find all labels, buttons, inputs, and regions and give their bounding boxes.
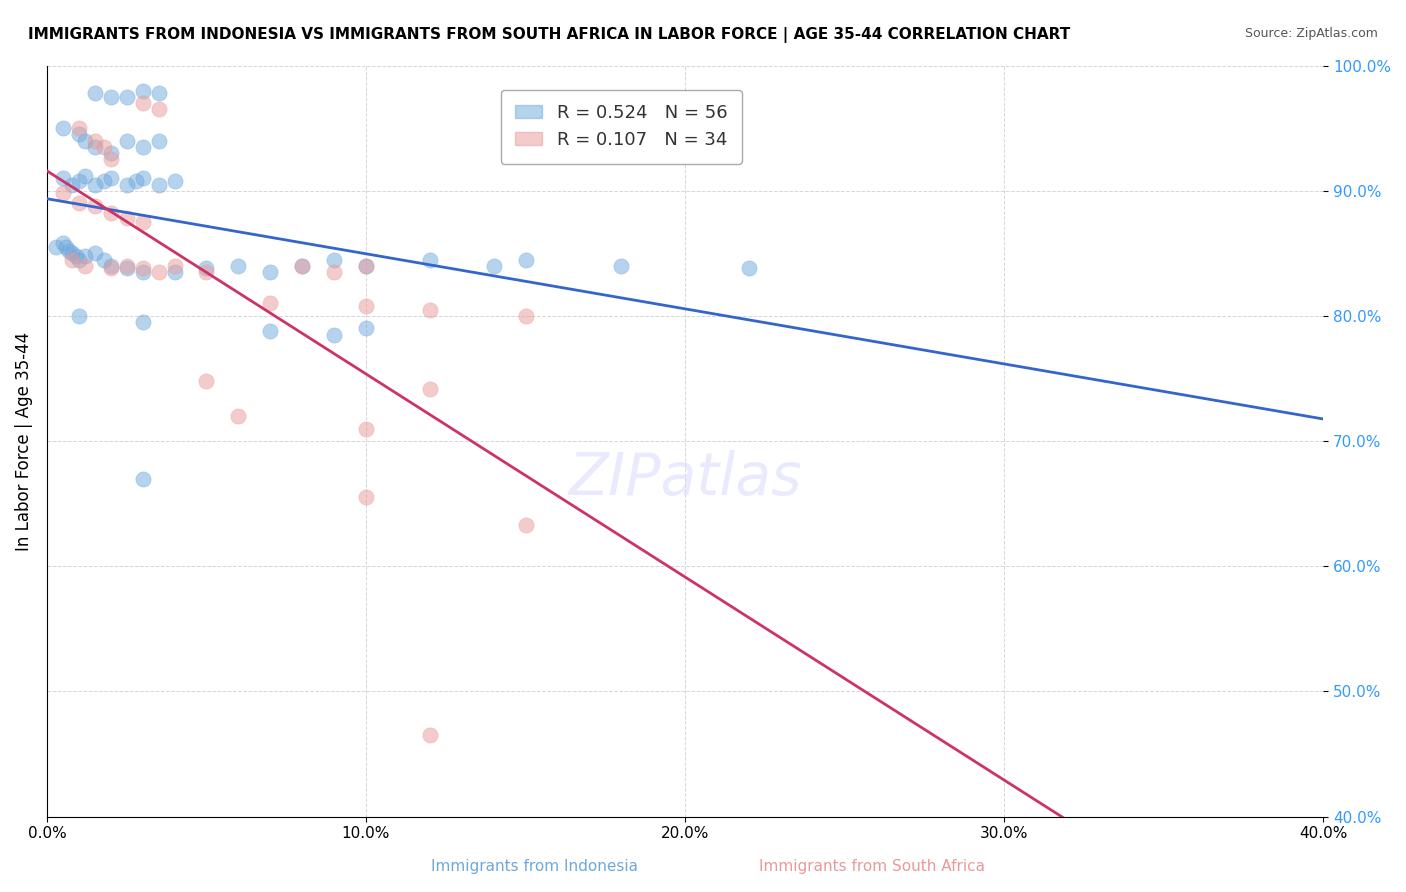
Point (52, 171, 75, 186)
Point (100, 206, 122, 220)
Point (354, 321, 377, 335)
Point (83, 140, 105, 154)
Point (67, 252, 90, 267)
Point (75, 134, 97, 148)
Point (131, 261, 153, 276)
Point (62, 178, 84, 192)
Point (259, 265, 281, 279)
Point (419, 302, 441, 317)
Point (67, 174, 90, 188)
Point (131, 84, 153, 98)
Point (52, 186, 75, 201)
Point (354, 259, 377, 273)
Point (83, 178, 105, 192)
Point (100, 146, 122, 161)
Point (67, 196, 90, 211)
Point (515, 252, 537, 267)
Text: Immigrants from South Africa: Immigrants from South Africa (759, 859, 984, 874)
Text: Source: ZipAtlas.com: Source: ZipAtlas.com (1244, 27, 1378, 40)
Point (291, 259, 314, 273)
Point (55, 240, 77, 254)
Point (67, 128, 90, 142)
Point (515, 309, 537, 323)
Point (482, 259, 505, 273)
Point (62, 252, 84, 267)
Point (45, 240, 67, 254)
Point (100, 153, 122, 167)
Point (195, 374, 218, 388)
Point (67, 309, 90, 323)
Point (354, 421, 377, 435)
Point (58, 244, 80, 258)
Point (354, 259, 377, 273)
Point (354, 299, 377, 313)
Point (259, 296, 281, 310)
Point (163, 265, 186, 279)
Point (83, 246, 105, 260)
Point (115, 134, 138, 148)
Point (115, 261, 138, 276)
Point (148, 178, 170, 192)
Point (148, 103, 170, 117)
Point (195, 265, 218, 279)
Point (75, 259, 97, 273)
Point (323, 265, 346, 279)
Point (100, 171, 122, 186)
Y-axis label: In Labor Force | Age 35-44: In Labor Force | Age 35-44 (15, 332, 32, 550)
Point (93, 140, 115, 154)
Point (131, 315, 153, 329)
Point (52, 236, 75, 251)
Point (131, 140, 153, 154)
Point (323, 252, 346, 267)
Point (738, 261, 761, 276)
Point (52, 121, 75, 136)
Point (131, 472, 153, 486)
Point (515, 518, 537, 533)
Point (354, 491, 377, 505)
Point (65, 249, 87, 263)
Point (75, 249, 97, 263)
Point (131, 265, 153, 279)
Point (83, 134, 105, 148)
Point (291, 259, 314, 273)
Text: Immigrants from Indonesia: Immigrants from Indonesia (430, 859, 638, 874)
Point (419, 252, 441, 267)
Point (419, 728, 441, 742)
Point (93, 174, 115, 188)
Point (115, 211, 138, 226)
Point (115, 90, 138, 104)
Point (115, 259, 138, 273)
Point (100, 261, 122, 276)
Legend: R = 0.524   N = 56, R = 0.107   N = 34: R = 0.524 N = 56, R = 0.107 N = 34 (501, 90, 742, 163)
Point (148, 265, 170, 279)
Point (228, 409, 250, 423)
Point (62, 246, 84, 260)
Point (100, 90, 122, 104)
Point (195, 261, 218, 276)
Point (83, 199, 105, 213)
Text: IMMIGRANTS FROM INDONESIA VS IMMIGRANTS FROM SOUTH AFRICA IN LABOR FORCE | AGE 3: IMMIGRANTS FROM INDONESIA VS IMMIGRANTS … (28, 27, 1070, 43)
Point (610, 259, 633, 273)
Point (67, 121, 90, 136)
Point (131, 215, 153, 229)
Point (148, 86, 170, 100)
Point (131, 171, 153, 186)
Point (419, 382, 441, 396)
Point (131, 96, 153, 111)
Text: ZIPatlas: ZIPatlas (568, 450, 801, 508)
Point (75, 169, 97, 183)
Point (100, 259, 122, 273)
Point (93, 252, 115, 267)
Point (125, 174, 148, 188)
Point (323, 327, 346, 342)
Point (163, 259, 186, 273)
Point (228, 259, 250, 273)
Point (148, 134, 170, 148)
Point (259, 324, 281, 338)
Point (163, 174, 186, 188)
Point (115, 178, 138, 192)
Point (83, 86, 105, 100)
